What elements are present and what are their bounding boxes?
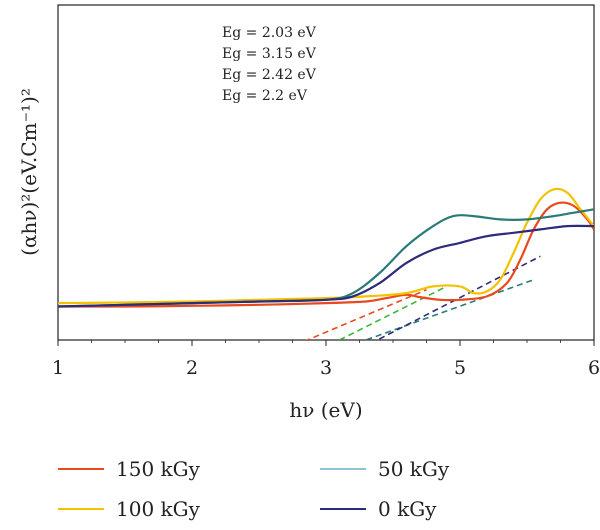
y-axis-label: (αhν)²(eV.Cm⁻¹)² [17, 88, 41, 256]
legend-item-0kgy: 0 kGy [320, 494, 436, 524]
legend-item-100kgy: 100 kGy [58, 494, 200, 524]
annotations: Eg = 2.03 eV Eg = 3.15 eV Eg = 2.42 eV Eg =… [222, 25, 317, 104]
legend-swatch-100kgy [58, 508, 104, 510]
legend-label-100kgy: 100 kGy [116, 497, 200, 521]
x-tick-label-3: 5 [454, 357, 466, 379]
series-line-100-kgy [58, 187, 594, 305]
legend-label-150kgy: 150 kGy [116, 457, 200, 481]
plot-frame [57, 4, 595, 341]
series-line-0-kgy [58, 224, 594, 308]
legend-swatch-0kgy [320, 508, 366, 510]
x-tick-label-4: 6 [588, 357, 600, 379]
x-tick-label-0: 1 [52, 357, 64, 379]
tangent-line-3 [375, 255, 541, 340]
series-line-150-kgy [58, 201, 594, 308]
legend-swatch-150kgy [58, 468, 104, 470]
x-axis-label: hν (eV) [289, 398, 362, 422]
legend: 150 kGy 50 kGy 100 kGy 0 kGy [58, 452, 578, 528]
tangent-line-1 [337, 285, 447, 340]
annotation-eg-3: Eg = 2.2 eV [222, 88, 308, 104]
legend-swatch-50kgy [320, 468, 366, 470]
series-layer [58, 187, 594, 340]
x-axis: 1 2 3 5 6 [52, 340, 600, 379]
legend-label-50kgy: 50 kGy [378, 457, 450, 481]
legend-item-50kgy: 50 kGy [320, 454, 449, 484]
series-line-50-kgy [58, 208, 594, 308]
annotation-eg-1: Eg = 3.15 eV [222, 46, 317, 62]
legend-item-150kgy: 150 kGy [58, 454, 200, 484]
x-tick-label-1: 2 [186, 357, 198, 379]
tangent-line-0 [305, 289, 427, 340]
tangent-line-2 [363, 278, 534, 340]
annotation-eg-2: Eg = 2.42 eV [222, 67, 317, 83]
legend-label-0kgy: 0 kGy [378, 497, 437, 521]
annotation-eg-0: Eg = 2.03 eV [222, 25, 317, 41]
x-tick-label-2: 3 [320, 357, 332, 379]
chart-canvas: 1 2 3 5 6 Eg = 2.03 eV Eg = 3.15 eV Eg = 2.42 … [17, 4, 600, 422]
